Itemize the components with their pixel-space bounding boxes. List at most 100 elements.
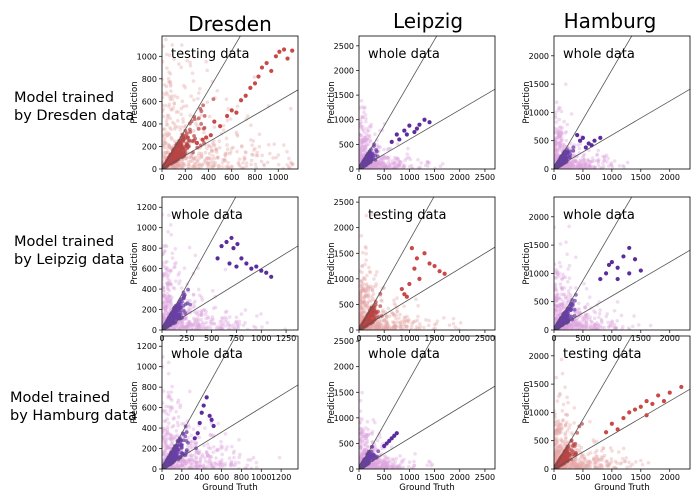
background-point: [202, 308, 207, 312]
background-point: [359, 158, 362, 163]
background-point: [383, 167, 388, 169]
background-point: [565, 164, 570, 169]
background-point: [193, 165, 198, 169]
background-point: [386, 322, 390, 327]
x-tick-label: 1500: [631, 173, 651, 182]
background-point: [583, 314, 588, 318]
y-tick-label: 2500: [334, 198, 354, 207]
background-point: [252, 148, 256, 152]
background-point: [587, 163, 592, 167]
background-point: [197, 325, 202, 330]
background-point: [581, 323, 586, 328]
background-point: [359, 154, 362, 159]
background-point: [363, 303, 368, 308]
background-point: [360, 279, 364, 283]
background-point: [597, 311, 602, 316]
y-tick-label: 800: [142, 75, 157, 84]
background-point: [185, 324, 190, 329]
background-point: [581, 166, 585, 169]
background-point: [554, 270, 559, 275]
background-point: [568, 160, 573, 165]
background-point: [563, 326, 567, 330]
background-point: [397, 162, 402, 167]
background-point: [186, 323, 191, 328]
background-point: [582, 305, 587, 310]
background-point: [250, 143, 254, 147]
background-point: [207, 144, 212, 149]
background-point: [168, 32, 172, 36]
background-point: [163, 304, 168, 308]
background-point: [560, 287, 565, 292]
background-point: [563, 326, 568, 330]
background-point: [227, 315, 232, 319]
background-point: [172, 139, 177, 144]
background-point: [569, 163, 573, 167]
background-point: [572, 159, 577, 164]
background-point: [184, 324, 189, 329]
background-point: [162, 314, 164, 318]
scatter-panel: 0 200 400 600 800 100002004006008001000Predic…: [130, 32, 299, 182]
background-point: [566, 165, 570, 169]
background-point: [268, 151, 272, 156]
x-tick-label: 500: [377, 334, 392, 343]
core-point: [211, 97, 216, 102]
background-point: [604, 153, 609, 158]
background-point: [381, 165, 386, 169]
background-point: [569, 327, 574, 330]
background-point: [372, 162, 377, 167]
background-point: [376, 159, 380, 164]
background-point: [224, 136, 229, 141]
background-point: [166, 287, 170, 291]
background-point: [392, 321, 397, 325]
background-point: [168, 297, 173, 302]
data-point: [244, 261, 249, 266]
x-tick-label: 0: [551, 173, 556, 182]
background-point: [569, 324, 573, 328]
y-tick-label: 500: [534, 137, 549, 146]
background-point: [191, 323, 195, 328]
background-point: [614, 325, 618, 330]
background-point: [609, 161, 614, 165]
background-point: [399, 327, 404, 330]
background-point: [359, 298, 362, 302]
background-point: [199, 313, 204, 318]
background-point: [419, 161, 424, 165]
background-point: [359, 304, 362, 309]
background-point: [573, 321, 577, 326]
background-point: [359, 98, 364, 103]
background-point: [166, 113, 171, 118]
background-point: [359, 150, 362, 154]
background-point: [385, 327, 390, 330]
background-point: [199, 313, 204, 317]
background-point: [168, 84, 173, 88]
background-point: [181, 161, 185, 166]
background-point: [575, 161, 580, 165]
background-point: [171, 165, 176, 169]
background-point: [362, 299, 367, 304]
background-point: [162, 316, 167, 320]
y-tick-label: 200: [142, 142, 157, 151]
background-point: [235, 149, 239, 154]
background-point: [383, 164, 388, 169]
background-point: [217, 325, 222, 330]
background-point: [554, 157, 558, 162]
background-point: [574, 160, 579, 164]
background-point: [172, 265, 176, 270]
background-point: [169, 107, 173, 112]
background-point: [370, 212, 375, 217]
background-point: [367, 327, 371, 330]
background-point: [580, 326, 584, 330]
background-point: [447, 323, 452, 327]
background-point: [181, 321, 185, 326]
background-point: [568, 163, 573, 168]
background-point: [573, 158, 578, 163]
background-point: [164, 305, 168, 309]
background-point: [249, 158, 254, 163]
background-point: [555, 149, 559, 153]
background-point: [391, 311, 395, 316]
background-point: [176, 162, 180, 166]
background-point: [169, 282, 174, 286]
background-point: [559, 131, 564, 136]
data-point: [404, 132, 409, 137]
background-point: [367, 136, 371, 141]
